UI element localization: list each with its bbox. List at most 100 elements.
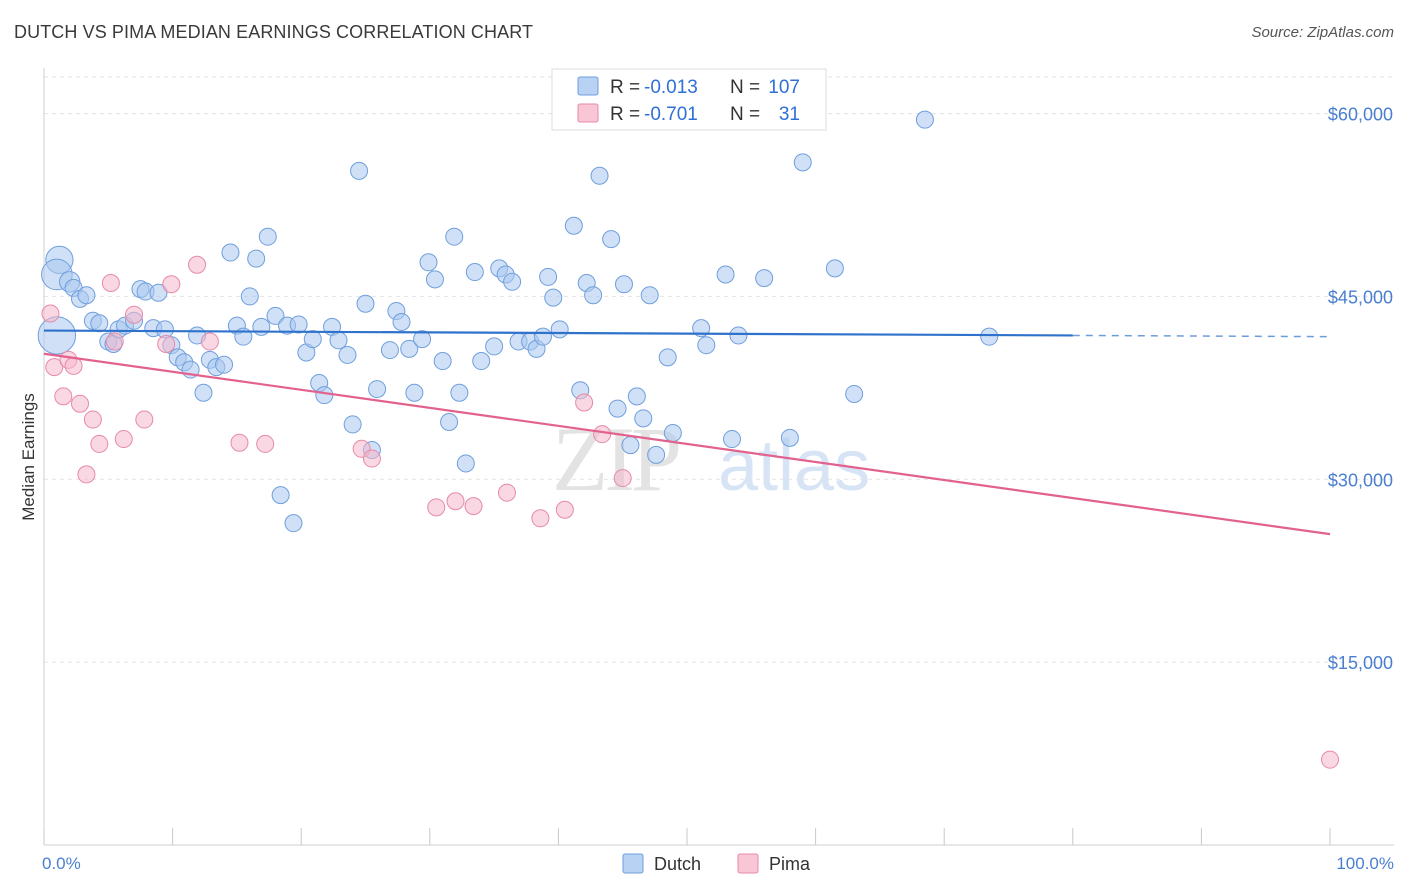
- dutch-point: [465, 263, 484, 282]
- dutch-point: [400, 339, 419, 358]
- dutch-point: [550, 320, 569, 339]
- dutch-point: [252, 317, 271, 336]
- legend: R = -0.013 N = 107 R = -0.701 N = 31: [551, 68, 827, 131]
- pima-point: [83, 410, 102, 429]
- dutch-point: [472, 352, 491, 371]
- dutch-point: [433, 352, 452, 371]
- dutch-point: [602, 230, 621, 249]
- bottom-legend-swatch-dutch: [622, 853, 644, 874]
- dutch-point: [729, 326, 748, 345]
- dutch-point: [697, 336, 716, 355]
- legend-swatch-dutch: [577, 76, 599, 96]
- dutch-point: [980, 327, 999, 346]
- dutch-point: [614, 275, 633, 294]
- pima-point: [200, 332, 219, 351]
- pima-point: [45, 358, 64, 377]
- y-tick-label-15000: $15,000: [1328, 653, 1393, 673]
- dutch-point: [640, 286, 659, 305]
- y-tick-label-60000: $60,000: [1328, 105, 1393, 125]
- dutch-point: [380, 341, 399, 360]
- pima-point: [90, 434, 109, 453]
- pima-point: [446, 492, 465, 511]
- source-label: Source: ZipAtlas.com: [1251, 24, 1394, 41]
- dutch-point: [539, 267, 558, 286]
- legend-r-label-pima: R =: [610, 104, 640, 125]
- dutch-point: [663, 423, 682, 442]
- y-tick-label-30000: $30,000: [1328, 470, 1393, 490]
- pima-point: [54, 387, 73, 406]
- dutch-point: [780, 428, 799, 447]
- dutch-point: [793, 153, 812, 172]
- legend-n-value-dutch: 107: [768, 77, 800, 98]
- pima-point: [593, 425, 612, 444]
- dutch-point: [329, 331, 348, 350]
- dutch-point: [647, 445, 666, 464]
- dutch-point: [77, 286, 96, 305]
- chart-title: DUTCH VS PIMA MEDIAN EARNINGS CORRELATIO…: [14, 22, 534, 42]
- dutch-point: [723, 430, 742, 449]
- pima-point: [427, 498, 446, 517]
- dutch-point: [692, 319, 711, 338]
- dutch-point: [419, 253, 438, 272]
- pima-point: [125, 305, 144, 324]
- dutch-point: [343, 415, 362, 434]
- pima-point: [101, 274, 120, 293]
- dutch-point: [503, 272, 522, 291]
- dutch-point: [266, 306, 285, 325]
- dutch-point: [215, 355, 234, 374]
- dutch-point: [584, 286, 603, 305]
- dutch-point: [356, 294, 375, 313]
- legend-n-label-dutch: N =: [730, 77, 760, 98]
- dutch-point: [350, 161, 369, 180]
- dutch-point: [755, 269, 774, 288]
- dutch-point: [627, 387, 646, 406]
- dutch-points: [37, 110, 999, 533]
- dutch-point: [368, 380, 387, 399]
- dutch-point: [608, 399, 627, 418]
- pima-point: [230, 433, 249, 452]
- dutch-point: [485, 337, 504, 356]
- dutch-point: [271, 486, 290, 505]
- dutch-point: [405, 383, 424, 402]
- pima-point: [464, 497, 483, 516]
- pima-point: [613, 469, 632, 488]
- x-ticks: [43, 828, 1331, 845]
- dutch-point: [425, 270, 444, 289]
- dutch-point: [533, 327, 552, 346]
- dutch-point: [716, 265, 735, 284]
- dutch-point: [450, 383, 469, 402]
- pima-point: [188, 255, 207, 274]
- dutch-point: [240, 287, 259, 306]
- pima-point: [135, 410, 154, 429]
- dutch-point: [915, 110, 934, 129]
- pima-point: [497, 483, 516, 502]
- dutch-trendline: [43, 329, 1073, 337]
- dutch-point: [413, 330, 432, 349]
- dutch-trendline-extension: [1072, 334, 1331, 338]
- pima-point: [114, 430, 133, 449]
- x-tick-label-100: 100.0%: [1336, 854, 1394, 873]
- y-tick-labels: $15,000 $30,000 $45,000 $60,000: [1328, 105, 1393, 674]
- pima-point: [575, 393, 594, 412]
- dutch-point: [440, 412, 459, 431]
- pima-point: [41, 304, 60, 323]
- legend-n-label-pima: N =: [730, 104, 760, 125]
- dutch-point: [315, 386, 334, 405]
- dutch-point: [149, 283, 168, 302]
- dutch-point: [90, 314, 109, 333]
- pima-point: [1321, 750, 1339, 769]
- bottom-legend-swatch-pima: [737, 853, 759, 874]
- dutch-point: [221, 243, 240, 262]
- legend-r-value-dutch: -0.013: [644, 77, 698, 98]
- legend-r-label-dutch: R =: [610, 77, 640, 98]
- gridlines: [44, 76, 1394, 663]
- dutch-point: [544, 288, 563, 307]
- y-tick-label-45000: $45,000: [1328, 287, 1393, 307]
- pima-point: [555, 500, 574, 519]
- bottom-legend: Dutch Pima: [622, 853, 811, 874]
- dutch-point: [258, 227, 277, 246]
- dutch-point: [590, 166, 609, 185]
- pima-point: [162, 275, 181, 294]
- dutch-point: [392, 313, 411, 332]
- dutch-point: [564, 216, 583, 235]
